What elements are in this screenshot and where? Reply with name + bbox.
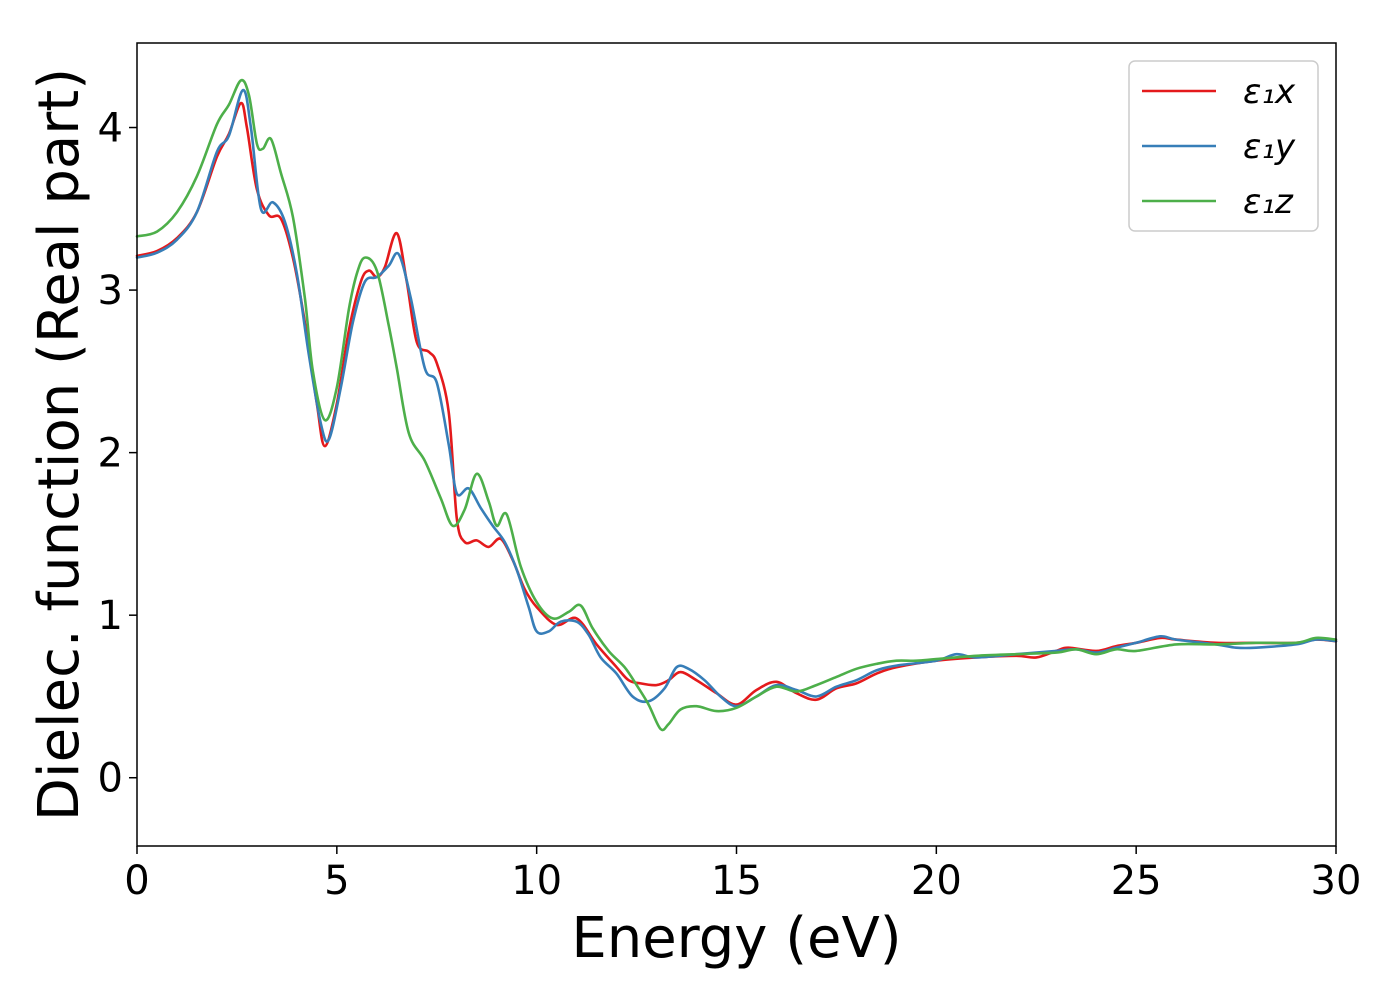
legend: ε₁x ε₁y ε₁z [1128, 60, 1319, 232]
series-line-1 [135, 88, 1338, 708]
x-tick-label: 25 [1111, 858, 1162, 904]
x-tick-label: 5 [324, 858, 349, 904]
y-axis-title: Dielec. function (Real part) [27, 68, 92, 821]
y-tick-label: 4 [98, 106, 123, 152]
series-line-2 [135, 78, 1338, 732]
y-tick-label: 1 [98, 593, 123, 639]
series-layer [135, 78, 1338, 732]
x-tick-label: 20 [911, 858, 962, 904]
x-axis-title: Energy (eV) [571, 906, 901, 971]
x-tick-label: 30 [1311, 858, 1362, 904]
y-tick-label: 2 [98, 431, 123, 477]
legend-label-0: ε₁x [1243, 72, 1296, 112]
x-tick-label: 15 [711, 858, 762, 904]
legend-label-1: ε₁y [1243, 127, 1296, 167]
legend-box [1128, 60, 1319, 232]
legend-label-2: ε₁z [1243, 182, 1294, 222]
y-tick-label: 3 [98, 268, 123, 314]
x-tick-label: 10 [511, 858, 562, 904]
axis-ticks: 0 5 10 15 20 25 30 0 1 2 3 4 [98, 106, 1362, 904]
x-tick-label: 0 [124, 858, 149, 904]
y-tick-label: 0 [98, 756, 123, 802]
